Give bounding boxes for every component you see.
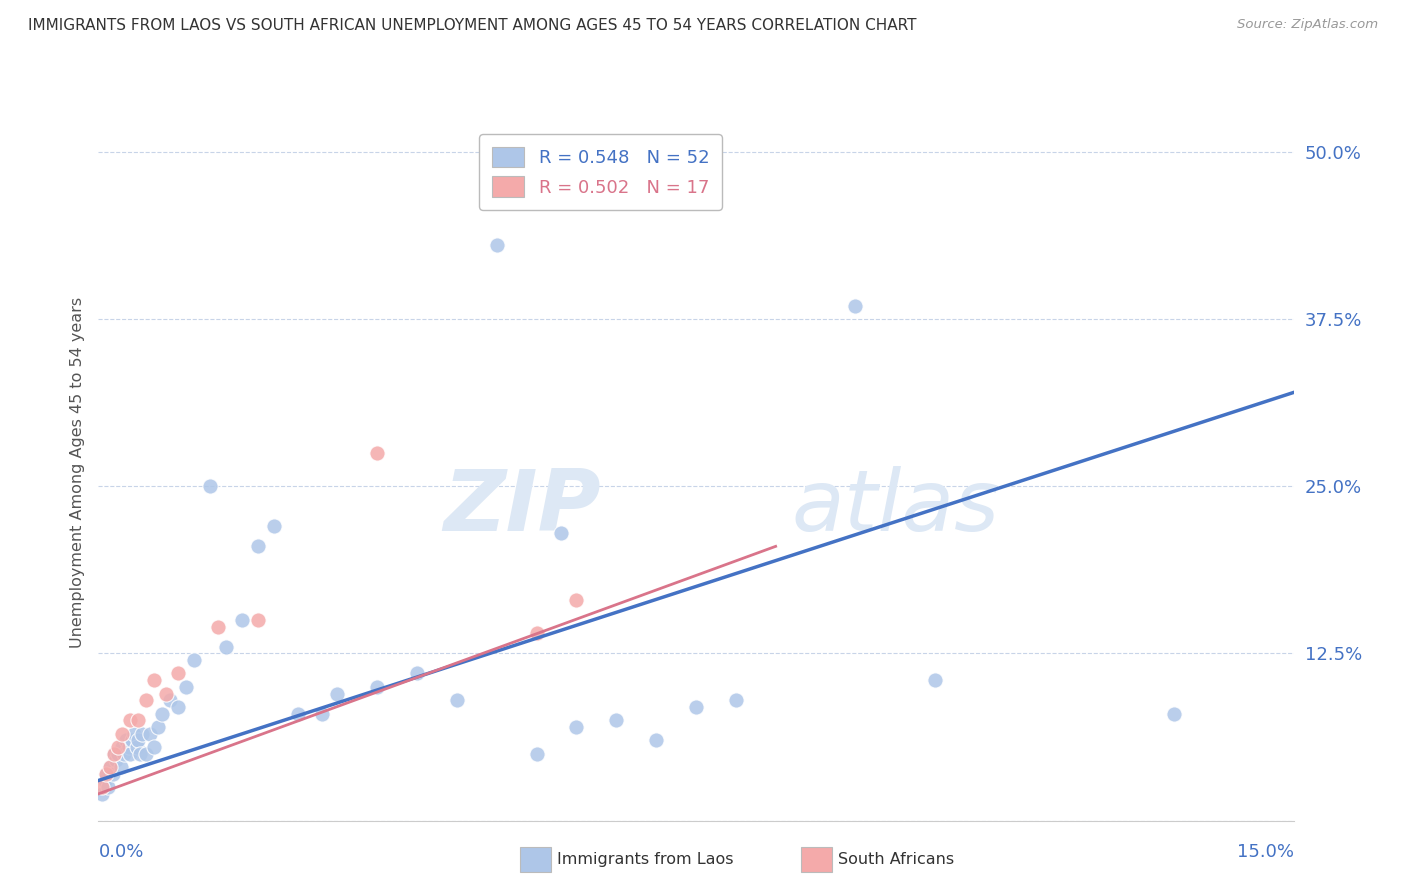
Text: 0.0%: 0.0% — [98, 843, 143, 861]
Point — [94, 773, 117, 788]
Point — [125, 740, 148, 755]
Point — [724, 693, 747, 707]
Point — [111, 740, 134, 755]
Point — [526, 626, 548, 640]
Point — [685, 699, 707, 714]
Text: 15.0%: 15.0% — [1236, 843, 1294, 861]
Point — [91, 787, 114, 801]
Text: ZIP: ZIP — [443, 466, 600, 549]
Point — [924, 673, 946, 687]
Point — [526, 747, 548, 761]
Text: IMMIGRANTS FROM LAOS VS SOUTH AFRICAN UNEMPLOYMENT AMONG AGES 45 TO 54 YEARS COR: IMMIGRANTS FROM LAOS VS SOUTH AFRICAN UN… — [28, 18, 917, 33]
Point — [143, 673, 166, 687]
Point — [605, 714, 627, 728]
Point — [565, 592, 588, 607]
Point — [565, 720, 588, 734]
Point — [128, 747, 150, 761]
Text: atlas: atlas — [792, 466, 1000, 549]
Point — [110, 760, 132, 774]
Point — [111, 726, 134, 740]
Point — [98, 760, 122, 774]
Text: Source: ZipAtlas.com: Source: ZipAtlas.com — [1237, 18, 1378, 31]
Point — [159, 693, 181, 707]
Point — [121, 733, 143, 747]
Point — [287, 706, 309, 721]
Point — [98, 760, 122, 774]
Point — [127, 733, 149, 747]
Point — [115, 733, 138, 747]
Point — [103, 747, 125, 761]
Point — [366, 680, 388, 694]
Point — [143, 740, 166, 755]
Point — [246, 539, 269, 553]
Legend: R = 0.548   N = 52, R = 0.502   N = 17: R = 0.548 N = 52, R = 0.502 N = 17 — [479, 134, 721, 210]
Point — [124, 726, 146, 740]
Point — [167, 699, 190, 714]
Point — [446, 693, 468, 707]
Y-axis label: Unemployment Among Ages 45 to 54 years: Unemployment Among Ages 45 to 54 years — [69, 297, 84, 648]
Point — [174, 680, 197, 694]
Point — [844, 298, 866, 313]
Point — [183, 653, 205, 667]
Point — [246, 613, 269, 627]
Point — [135, 693, 157, 707]
Point — [107, 740, 129, 755]
Point — [103, 747, 125, 761]
Point — [198, 479, 221, 493]
Point — [120, 747, 142, 761]
Point — [139, 726, 162, 740]
Point — [263, 519, 285, 533]
Point — [645, 733, 668, 747]
Point — [112, 747, 135, 761]
Point — [207, 619, 229, 633]
Point — [104, 753, 127, 767]
Point — [96, 766, 118, 781]
Point — [231, 613, 253, 627]
Point — [135, 747, 157, 761]
Point — [485, 238, 508, 252]
Point — [366, 445, 388, 460]
Text: South Africans: South Africans — [838, 853, 955, 867]
Point — [107, 747, 129, 761]
Point — [550, 525, 572, 540]
Point — [91, 780, 114, 794]
Point — [150, 706, 173, 721]
Point — [167, 666, 190, 681]
Point — [131, 726, 153, 740]
Point — [101, 766, 124, 781]
Point — [118, 740, 141, 755]
Point — [215, 640, 238, 654]
Point — [311, 706, 333, 721]
Point — [406, 666, 429, 681]
Point — [97, 780, 120, 794]
Text: Immigrants from Laos: Immigrants from Laos — [557, 853, 734, 867]
Point — [96, 766, 118, 781]
Point — [326, 687, 349, 701]
Point — [127, 714, 149, 728]
Point — [120, 714, 142, 728]
Point — [1163, 706, 1185, 721]
Point — [155, 687, 177, 701]
Point — [148, 720, 170, 734]
